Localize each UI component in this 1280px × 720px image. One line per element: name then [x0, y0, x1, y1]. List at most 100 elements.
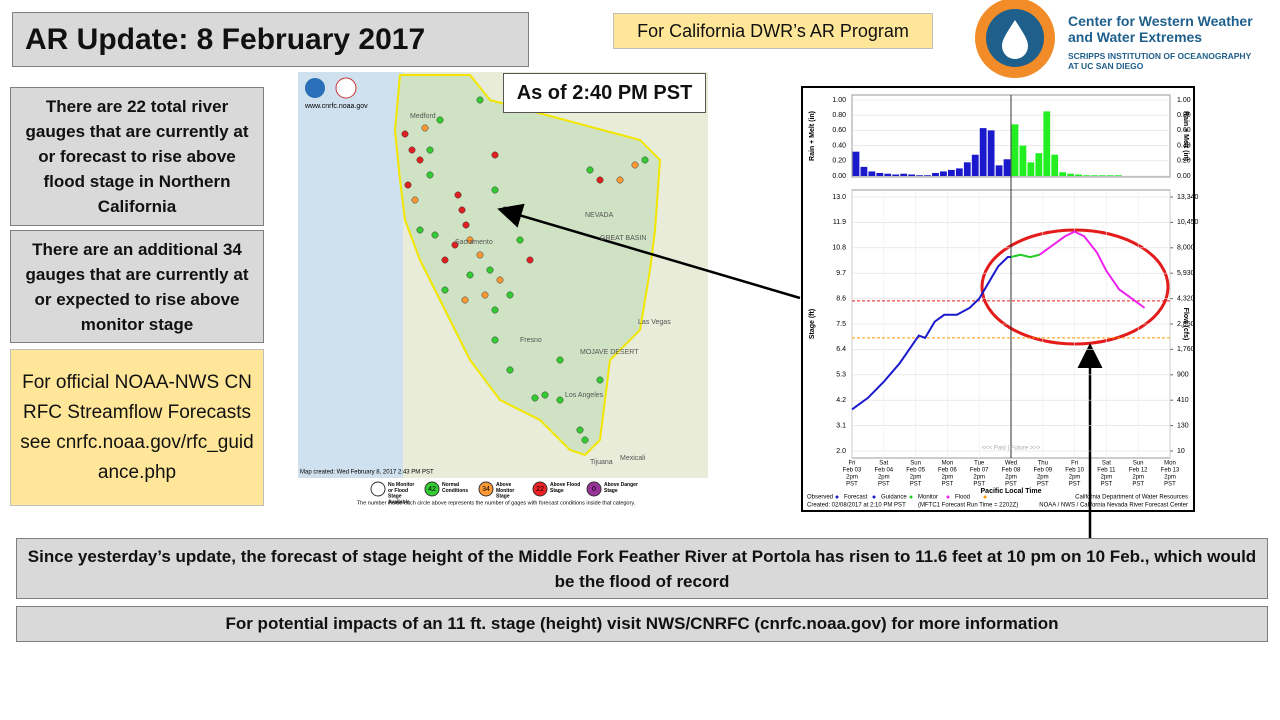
- place-label: MOJAVE DESERT: [580, 349, 639, 356]
- gauge: [466, 271, 474, 279]
- rain-bar: [1027, 162, 1035, 176]
- rain-bar: [876, 172, 884, 176]
- x-tick-label: PST: [1101, 482, 1113, 488]
- x-axis-title: Pacific Local Time: [981, 488, 1042, 495]
- y2-tick-label: 2,850: [1177, 321, 1195, 328]
- x-tick-label: Feb 12: [1129, 468, 1148, 474]
- y2-tick-label: 13,340: [1177, 194, 1199, 201]
- place-label: Medford: [410, 113, 436, 120]
- x-tick-label: Feb 08: [1002, 468, 1021, 474]
- gauge: [581, 436, 589, 444]
- rain-bar: [1059, 172, 1067, 176]
- x-tick-label: 2pm: [1101, 475, 1113, 481]
- x-tick-label: Fri: [1071, 461, 1078, 467]
- rain-tick-label: 0.60: [832, 127, 846, 134]
- gauge: [526, 256, 534, 264]
- gauge: [631, 161, 639, 169]
- legend-label: Above Flood Stage: [550, 482, 580, 494]
- rain-bar: [1083, 175, 1090, 176]
- gauge: [496, 276, 504, 284]
- gauge: [436, 116, 444, 124]
- y2-tick-label: 410: [1177, 397, 1189, 404]
- y2-tick-label: 5,930: [1177, 270, 1195, 277]
- arrow: [497, 203, 801, 300]
- rain-bar: [868, 171, 876, 176]
- y-tick-label: 10.8: [832, 245, 846, 252]
- legend-swatch: [946, 495, 950, 499]
- rain-bar: [1067, 173, 1075, 176]
- rain-tick-label: 0.00: [832, 173, 846, 180]
- rain-bar: [1003, 159, 1011, 176]
- x-tick-label: Mon: [1164, 461, 1176, 467]
- stage-line: [1010, 253, 1040, 259]
- y2-axis-title: Flow (cfs): [1182, 308, 1189, 341]
- rain-bar: [995, 165, 1003, 176]
- place-label: Mexicali: [620, 455, 646, 462]
- place-label: Fresno: [520, 337, 542, 344]
- gauge: [411, 196, 419, 204]
- x-tick-label: Sun: [1133, 461, 1144, 467]
- nws-logo: [335, 77, 357, 99]
- rain-axis-title: Rain + Melt (in): [1182, 111, 1189, 161]
- note: There are 22 total river gauges that are…: [10, 87, 264, 226]
- rain-tick-label: 1.00: [832, 97, 846, 104]
- legend-swatch: [983, 495, 987, 499]
- gauge: [408, 146, 416, 154]
- legend-swatch: [835, 495, 839, 499]
- place-label: NEVADA: [585, 212, 614, 219]
- gauge: [641, 156, 649, 164]
- x-tick-label: Fri: [849, 461, 856, 467]
- legend-count: 0: [592, 486, 596, 493]
- gauge: [491, 151, 499, 159]
- y-tick-label: 13.0: [832, 194, 846, 201]
- legend-swatch: [424, 481, 440, 497]
- hydrograph-frame: [801, 86, 1195, 512]
- legend-label: Flood: [955, 495, 970, 501]
- place-label: Tijuana: [590, 459, 613, 466]
- stage-line: [851, 256, 1011, 411]
- gauge: [541, 391, 549, 399]
- rain-bar: [916, 175, 923, 176]
- legend-swatch: [909, 495, 913, 499]
- y-tick-label: 9.7: [836, 270, 846, 277]
- gauge: [421, 124, 429, 132]
- gauge: [416, 226, 424, 234]
- x-tick-label: PST: [846, 482, 858, 488]
- summary: Since yesterday’s update, the forecast o…: [16, 538, 1268, 599]
- place-label: Los Angeles: [565, 392, 604, 399]
- legend-label: Normal Conditions: [442, 482, 468, 494]
- rain-bar: [947, 169, 955, 176]
- x-tick-label: Feb 05: [906, 468, 925, 474]
- gauge: [404, 181, 412, 189]
- x-tick-label: PST: [878, 482, 890, 488]
- rain-tick-label: 1.00: [1177, 97, 1191, 104]
- rain-bar: [1035, 153, 1043, 176]
- x-tick-label: Feb 09: [1033, 468, 1052, 474]
- y-tick-label: 2.0: [836, 448, 846, 455]
- x-tick-label: Wed: [1005, 461, 1017, 467]
- rain-bar: [892, 174, 900, 176]
- legend-swatch: [586, 481, 602, 497]
- gauge: [401, 130, 409, 138]
- x-tick-label: Thu: [1038, 461, 1048, 467]
- place-label: Sacramento: [455, 239, 493, 246]
- x-tick-label: 2pm: [910, 475, 922, 481]
- place-label: Las Vegas: [638, 319, 671, 326]
- x-tick-label: 2pm: [878, 475, 890, 481]
- map-created: Map created: Wed February 8, 2017 2:43 P…: [300, 470, 434, 476]
- rain-bar: [1011, 124, 1019, 176]
- y-tick-label: 6.4: [836, 346, 846, 353]
- rain-bar: [940, 171, 947, 176]
- x-tick-label: Tue: [974, 461, 985, 467]
- rain-bar: [1075, 174, 1082, 176]
- legend-swatch: [478, 481, 494, 497]
- noaa-logo: [305, 78, 325, 98]
- y2-tick-label: 1,760: [1177, 346, 1195, 353]
- gauge: [416, 156, 424, 164]
- rain-bar: [963, 162, 971, 176]
- drop: [1002, 20, 1028, 59]
- created: Created: 02/08/2017 at 2:10 PM PST: [807, 503, 906, 509]
- gauge: [431, 231, 439, 239]
